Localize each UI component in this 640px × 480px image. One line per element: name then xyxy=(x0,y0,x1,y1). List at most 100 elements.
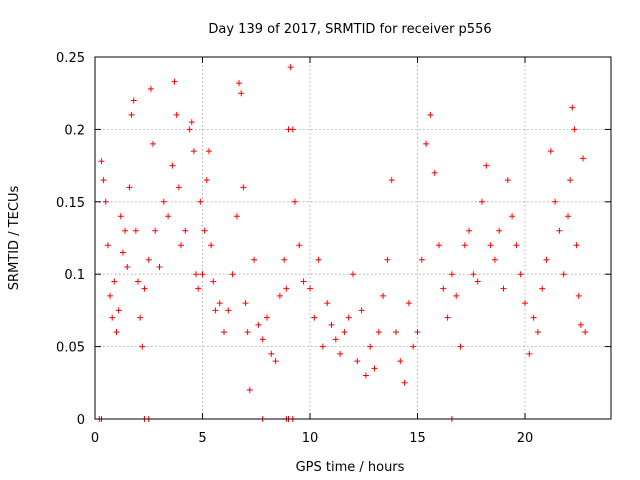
data-point xyxy=(328,321,335,328)
data-points xyxy=(96,64,589,422)
data-point xyxy=(367,343,374,350)
data-point xyxy=(98,158,105,165)
data-point xyxy=(362,372,369,379)
data-point xyxy=(332,336,339,343)
data-point xyxy=(384,256,391,263)
data-point xyxy=(221,329,227,336)
data-point xyxy=(440,285,447,292)
data-point xyxy=(150,140,157,147)
data-point xyxy=(193,271,200,278)
data-point xyxy=(530,314,537,321)
y-axis-label: SRMTID / TECUs xyxy=(7,186,22,291)
data-point xyxy=(513,242,520,249)
data-point xyxy=(479,198,485,205)
data-point xyxy=(240,184,247,191)
data-point xyxy=(225,307,232,314)
y-tick-label: 0.15 xyxy=(56,196,85,211)
data-point xyxy=(427,111,434,118)
data-point xyxy=(405,300,412,307)
data-point xyxy=(567,177,574,184)
data-point xyxy=(300,278,307,285)
data-point xyxy=(483,162,490,169)
data-point xyxy=(315,256,322,263)
x-axis-label: GPS time / hours xyxy=(296,460,405,475)
data-point xyxy=(496,227,503,234)
data-point xyxy=(147,85,154,92)
data-point xyxy=(229,271,236,278)
data-point xyxy=(580,155,587,162)
data-point xyxy=(244,329,251,336)
data-point xyxy=(547,148,554,155)
data-point xyxy=(448,271,455,278)
data-point xyxy=(113,329,120,336)
data-point xyxy=(190,148,197,155)
data-point xyxy=(208,242,215,249)
y-tick-label: 0.05 xyxy=(56,341,85,356)
data-point xyxy=(109,314,116,321)
data-point xyxy=(341,329,348,336)
data-point xyxy=(565,213,571,220)
data-point xyxy=(276,292,283,299)
data-point xyxy=(410,343,417,350)
x-tick-label: 0 xyxy=(91,431,99,446)
data-point xyxy=(517,271,524,278)
data-point xyxy=(474,278,481,285)
data-point xyxy=(145,256,152,263)
data-point xyxy=(337,350,344,357)
data-point xyxy=(575,292,582,299)
data-point xyxy=(199,271,206,278)
data-point xyxy=(186,126,193,133)
data-point xyxy=(345,314,352,321)
y-axis-ticks: 0 0.05 0.1 0.15 0.2 0.25 xyxy=(56,51,611,428)
data-point xyxy=(311,314,318,321)
data-point xyxy=(453,292,460,299)
data-point xyxy=(141,285,148,292)
data-point xyxy=(552,198,559,205)
data-point xyxy=(281,256,288,263)
data-point xyxy=(401,379,408,386)
data-point xyxy=(431,169,438,176)
data-point xyxy=(119,249,126,256)
data-point xyxy=(212,307,219,314)
data-point xyxy=(418,256,425,263)
data-point xyxy=(169,162,176,169)
data-point xyxy=(534,329,541,336)
data-point xyxy=(251,256,258,263)
data-point xyxy=(268,350,275,357)
data-point xyxy=(216,300,223,307)
data-point xyxy=(509,213,516,220)
data-point xyxy=(152,227,159,234)
data-point xyxy=(203,177,210,184)
data-point xyxy=(264,314,270,321)
y-gridlines xyxy=(95,128,611,348)
data-point xyxy=(444,314,451,321)
data-point xyxy=(380,292,387,299)
data-point xyxy=(102,198,109,205)
data-point xyxy=(397,358,404,365)
data-point xyxy=(470,271,477,278)
data-point xyxy=(388,177,395,184)
data-point xyxy=(487,242,494,249)
chart-title: Day 139 of 2017, SRMTID for receiver p55… xyxy=(208,22,491,37)
data-point xyxy=(393,329,399,336)
data-point xyxy=(522,300,528,307)
data-point xyxy=(560,271,567,278)
data-point xyxy=(165,213,172,220)
data-point xyxy=(466,227,473,234)
data-point xyxy=(160,198,167,205)
data-point xyxy=(246,387,253,394)
data-point xyxy=(259,336,266,343)
x-gridlines xyxy=(202,57,526,419)
data-point xyxy=(104,242,111,249)
y-tick-label: 0.25 xyxy=(56,51,85,66)
data-point xyxy=(175,184,182,191)
data-point xyxy=(500,285,507,292)
data-point xyxy=(178,242,184,249)
data-point xyxy=(582,329,589,336)
data-point xyxy=(126,184,133,191)
y-tick-label: 0.2 xyxy=(64,123,85,138)
data-point xyxy=(375,329,382,336)
data-point xyxy=(139,343,146,350)
data-point xyxy=(324,300,331,307)
